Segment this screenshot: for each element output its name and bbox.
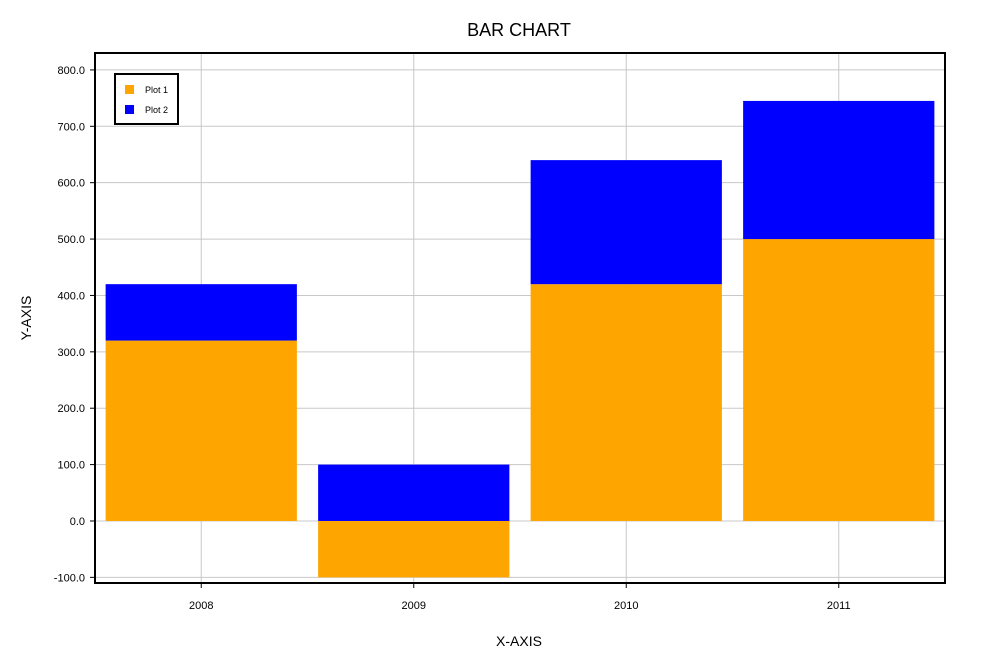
- legend-entry: Plot 1: [145, 85, 168, 95]
- x-ticks: 2008 2009 2010 2011: [189, 583, 851, 612]
- y-tick-label: 300.0: [57, 347, 85, 359]
- y-tick-label: -100.0: [54, 572, 85, 584]
- plot-frame: [94, 52, 946, 584]
- y-tick-label: 0.0: [70, 516, 85, 528]
- chart-title: BAR CHART: [467, 20, 571, 40]
- y-tick-label: 400.0: [57, 290, 85, 302]
- y-axis-label: Y-AXIS: [18, 296, 34, 341]
- bar-1-2008: [105, 340, 297, 521]
- bars: [105, 100, 935, 578]
- bar-2-2009: [318, 464, 510, 521]
- y-ticks: -100.0 0.0 100.0 200.0 300.0 400.0 500.0 600.0 7…: [54, 65, 95, 584]
- y-tick-label: 600.0: [57, 178, 85, 190]
- y-tick-label: 100.0: [57, 460, 85, 472]
- y-tick-label: 500.0: [57, 234, 85, 246]
- x-tick-label: 2010: [614, 600, 638, 612]
- y-tick-label: 800.0: [57, 65, 85, 77]
- y-tick-label: 700.0: [57, 121, 85, 133]
- bar-1-2009: [318, 520, 510, 578]
- legend-swatch: [125, 105, 134, 114]
- bar-2-2008: [105, 284, 297, 341]
- legend-entry: Plot 2: [145, 105, 168, 115]
- x-axis-label: X-AXIS: [496, 633, 542, 649]
- bar-2-2011: [743, 100, 935, 240]
- x-tick-label: 2011: [827, 600, 851, 612]
- legend-box: [114, 73, 179, 125]
- legend-swatch: [125, 85, 134, 94]
- y-tick-label: 200.0: [57, 403, 85, 415]
- x-tick-label: 2009: [402, 600, 426, 612]
- bar-2-2010: [530, 160, 722, 285]
- x-tick-label: 2008: [189, 600, 213, 612]
- bar-1-2010: [530, 284, 722, 521]
- legend: Plot 1 Plot 2: [114, 73, 179, 125]
- bar-1-2011: [743, 239, 935, 521]
